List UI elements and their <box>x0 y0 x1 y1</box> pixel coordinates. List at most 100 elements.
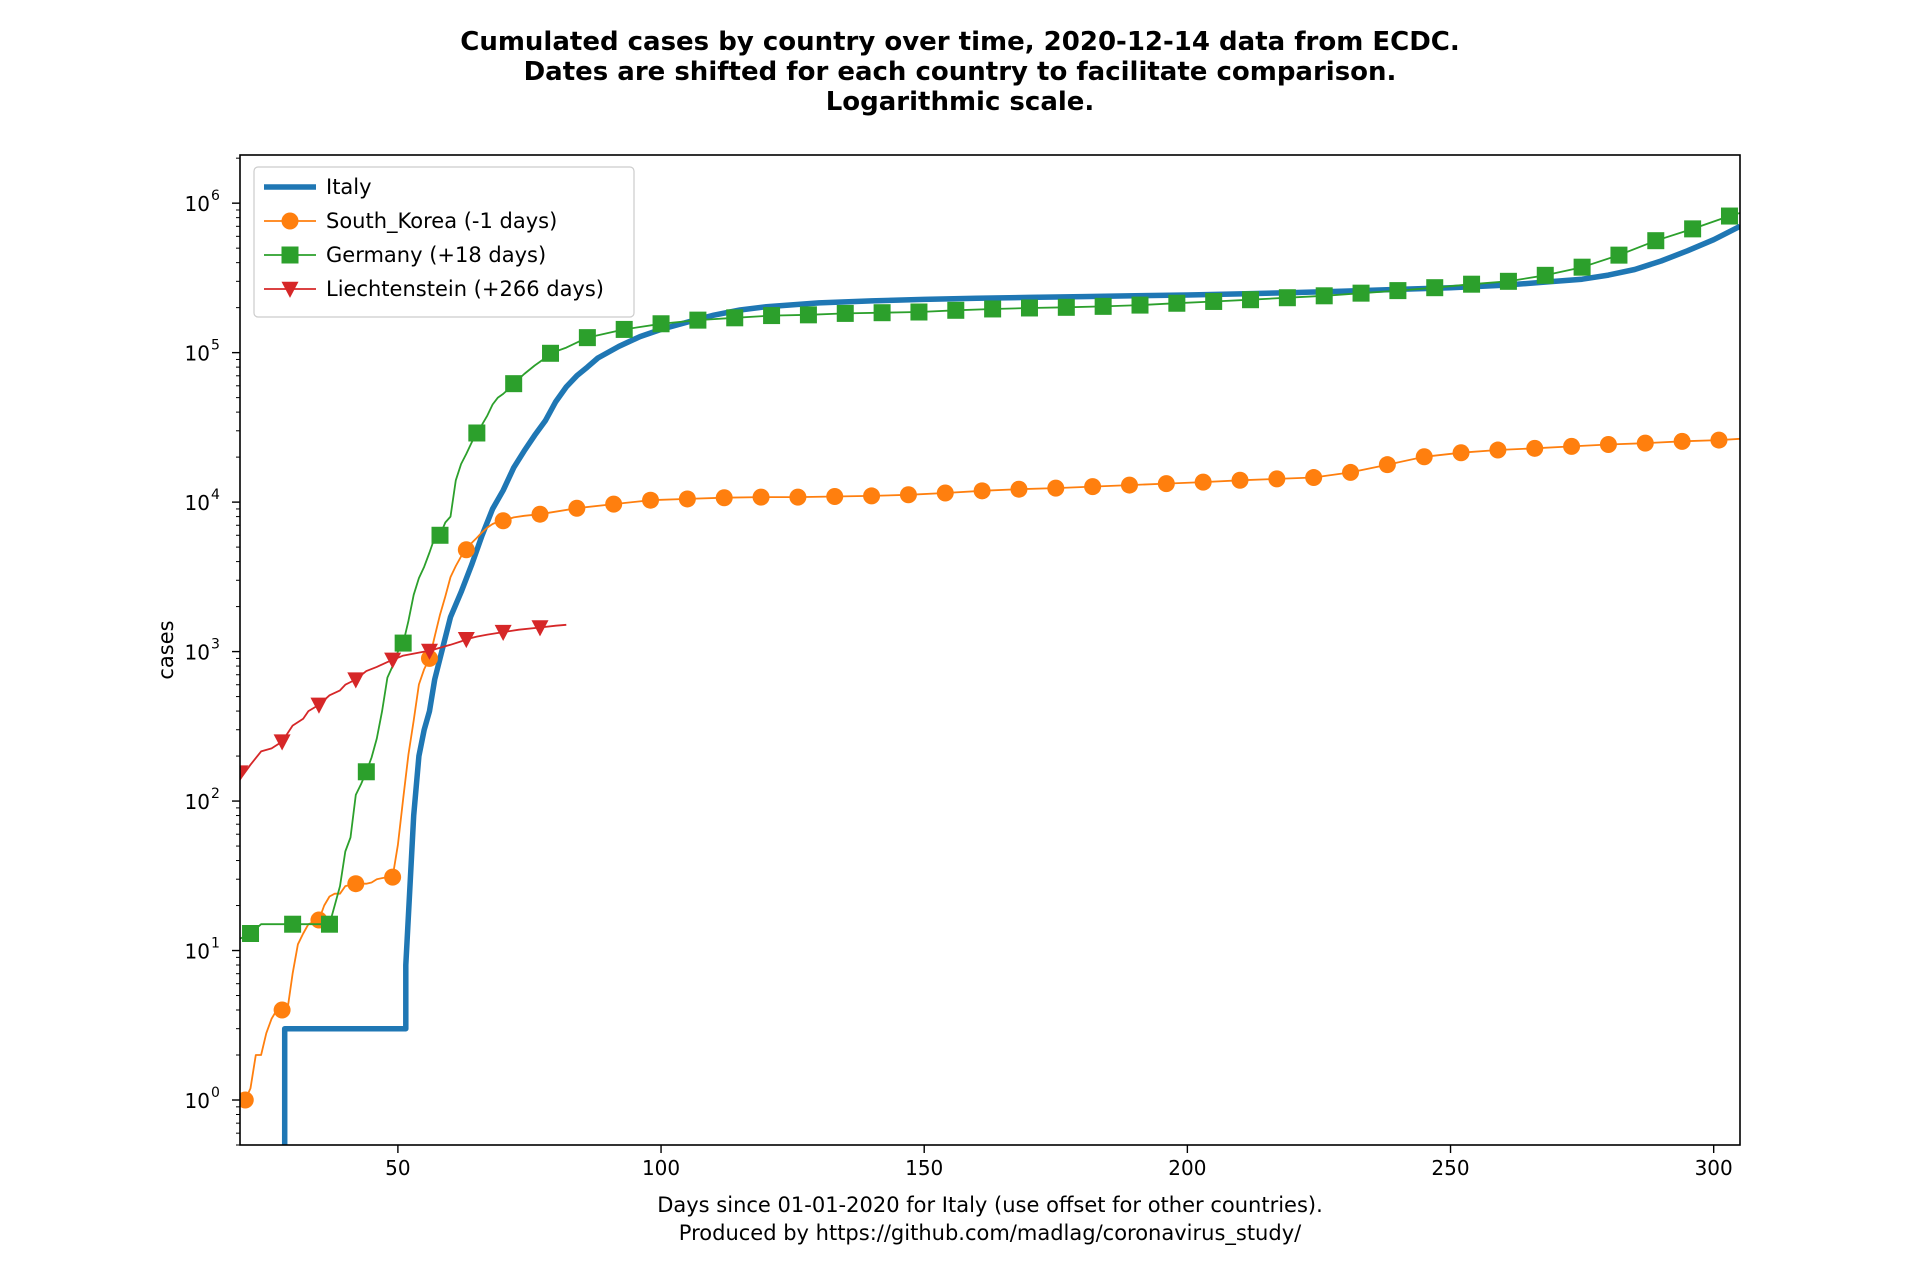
data-point <box>347 875 365 893</box>
data-point <box>1057 298 1075 316</box>
data-point <box>1168 294 1186 312</box>
data-point <box>1020 299 1038 317</box>
y-tick-label: 10 <box>185 940 210 964</box>
data-point <box>984 300 1002 318</box>
series-0 <box>281 223 1740 1145</box>
data-point <box>873 304 891 322</box>
data-point <box>457 631 475 649</box>
legend-item: Liechtenstein (+266 days) <box>264 277 604 301</box>
legend: Italy South_Korea (-1 days) Germany (+18 d… <box>253 166 635 318</box>
data-point <box>1647 232 1665 250</box>
data-point <box>273 1001 291 1019</box>
legend-item: Italy <box>264 175 372 199</box>
x-tick-label: 100 <box>642 1156 680 1180</box>
chart-title-line-2: Dates are shifted for each country to fa… <box>524 57 1397 87</box>
data-point <box>1157 475 1175 493</box>
series-1 <box>240 431 1740 1109</box>
data-point <box>1673 432 1691 450</box>
data-point <box>347 672 365 689</box>
data-point <box>357 763 375 781</box>
data-point <box>1526 439 1544 457</box>
legend-marker <box>281 246 299 264</box>
plot-area-frame <box>239 154 1741 1146</box>
data-point <box>910 303 928 321</box>
data-point <box>531 505 549 523</box>
legend-marker <box>281 212 299 230</box>
y-tick-label: 10 <box>185 790 210 814</box>
data-point <box>615 320 633 338</box>
y-axis-label: cases <box>154 620 178 679</box>
data-point <box>384 652 402 669</box>
data-point <box>578 329 596 347</box>
x-tick-label: 50 <box>385 1156 410 1180</box>
legend-box <box>253 166 635 318</box>
data-point <box>605 495 623 513</box>
data-point <box>1684 220 1702 238</box>
data-point <box>1131 296 1149 314</box>
data-point <box>899 486 917 504</box>
data-point <box>1342 463 1360 481</box>
data-point <box>799 306 817 324</box>
x-tick-label: 300 <box>1695 1156 1733 1180</box>
legend-label: Germany (+18 days) <box>326 243 546 267</box>
data-point <box>1084 478 1102 496</box>
data-point <box>542 344 560 362</box>
data-point <box>1010 480 1028 498</box>
data-point <box>752 488 770 506</box>
legend-marker <box>281 281 299 298</box>
data-point <box>1636 434 1654 452</box>
x-axis: 50 100 150 200 250 300 <box>385 1145 1733 1180</box>
series-line <box>281 223 1740 1145</box>
data-point <box>1194 473 1212 491</box>
y-tick-label: 10 <box>185 641 210 665</box>
data-point <box>1452 444 1470 462</box>
x-axis-label-line-2: Produced by https://github.com/madlag/co… <box>679 1221 1302 1246</box>
data-point <box>826 488 844 506</box>
x-tick-label: 150 <box>905 1156 943 1180</box>
data-point <box>1463 275 1481 293</box>
data-point <box>240 1091 254 1109</box>
data-point <box>642 491 660 509</box>
data-point <box>715 489 733 507</box>
data-point <box>568 499 586 517</box>
y-tick-label: 10 <box>185 1089 210 1113</box>
data-point <box>1378 456 1396 474</box>
y-tick-label-exponent: 2 <box>211 786 220 802</box>
data-point <box>1389 282 1407 300</box>
y-tick-label-exponent: 0 <box>211 1085 220 1101</box>
y-tick-label: 10 <box>185 491 210 515</box>
x-tick-label: 200 <box>1168 1156 1206 1180</box>
data-point <box>1352 284 1370 302</box>
data-point <box>431 526 449 544</box>
data-point <box>763 307 781 325</box>
data-point <box>1231 471 1249 489</box>
y-tick-label-exponent: 1 <box>211 936 220 952</box>
data-point <box>1305 469 1323 487</box>
data-point <box>494 624 512 642</box>
legend-item: Germany (+18 days) <box>264 243 546 267</box>
data-point <box>457 541 475 559</box>
data-point <box>468 424 486 442</box>
data-point <box>1268 470 1286 488</box>
chart-title-line-1: Cumulated cases by country over time, 20… <box>460 27 1460 57</box>
data-point <box>310 697 328 714</box>
data-point <box>320 915 338 933</box>
data-point <box>726 309 744 327</box>
data-point <box>1573 258 1591 276</box>
data-point <box>273 734 291 751</box>
data-point <box>531 620 549 637</box>
data-point <box>1315 287 1333 305</box>
data-point <box>494 512 512 530</box>
data-point <box>689 311 707 329</box>
y-tick-label-exponent: 3 <box>211 637 220 653</box>
data-point <box>678 490 696 508</box>
data-point <box>284 915 302 933</box>
y-tick-label: 10 <box>185 192 210 216</box>
y-tick-label-exponent: 5 <box>211 338 220 354</box>
chart-title-line-3: Logarithmic scale. <box>826 87 1095 117</box>
legend-label: South_Korea (-1 days) <box>326 209 557 234</box>
data-point <box>505 375 523 393</box>
legend-label: Italy <box>326 175 372 199</box>
data-point <box>1120 476 1138 494</box>
